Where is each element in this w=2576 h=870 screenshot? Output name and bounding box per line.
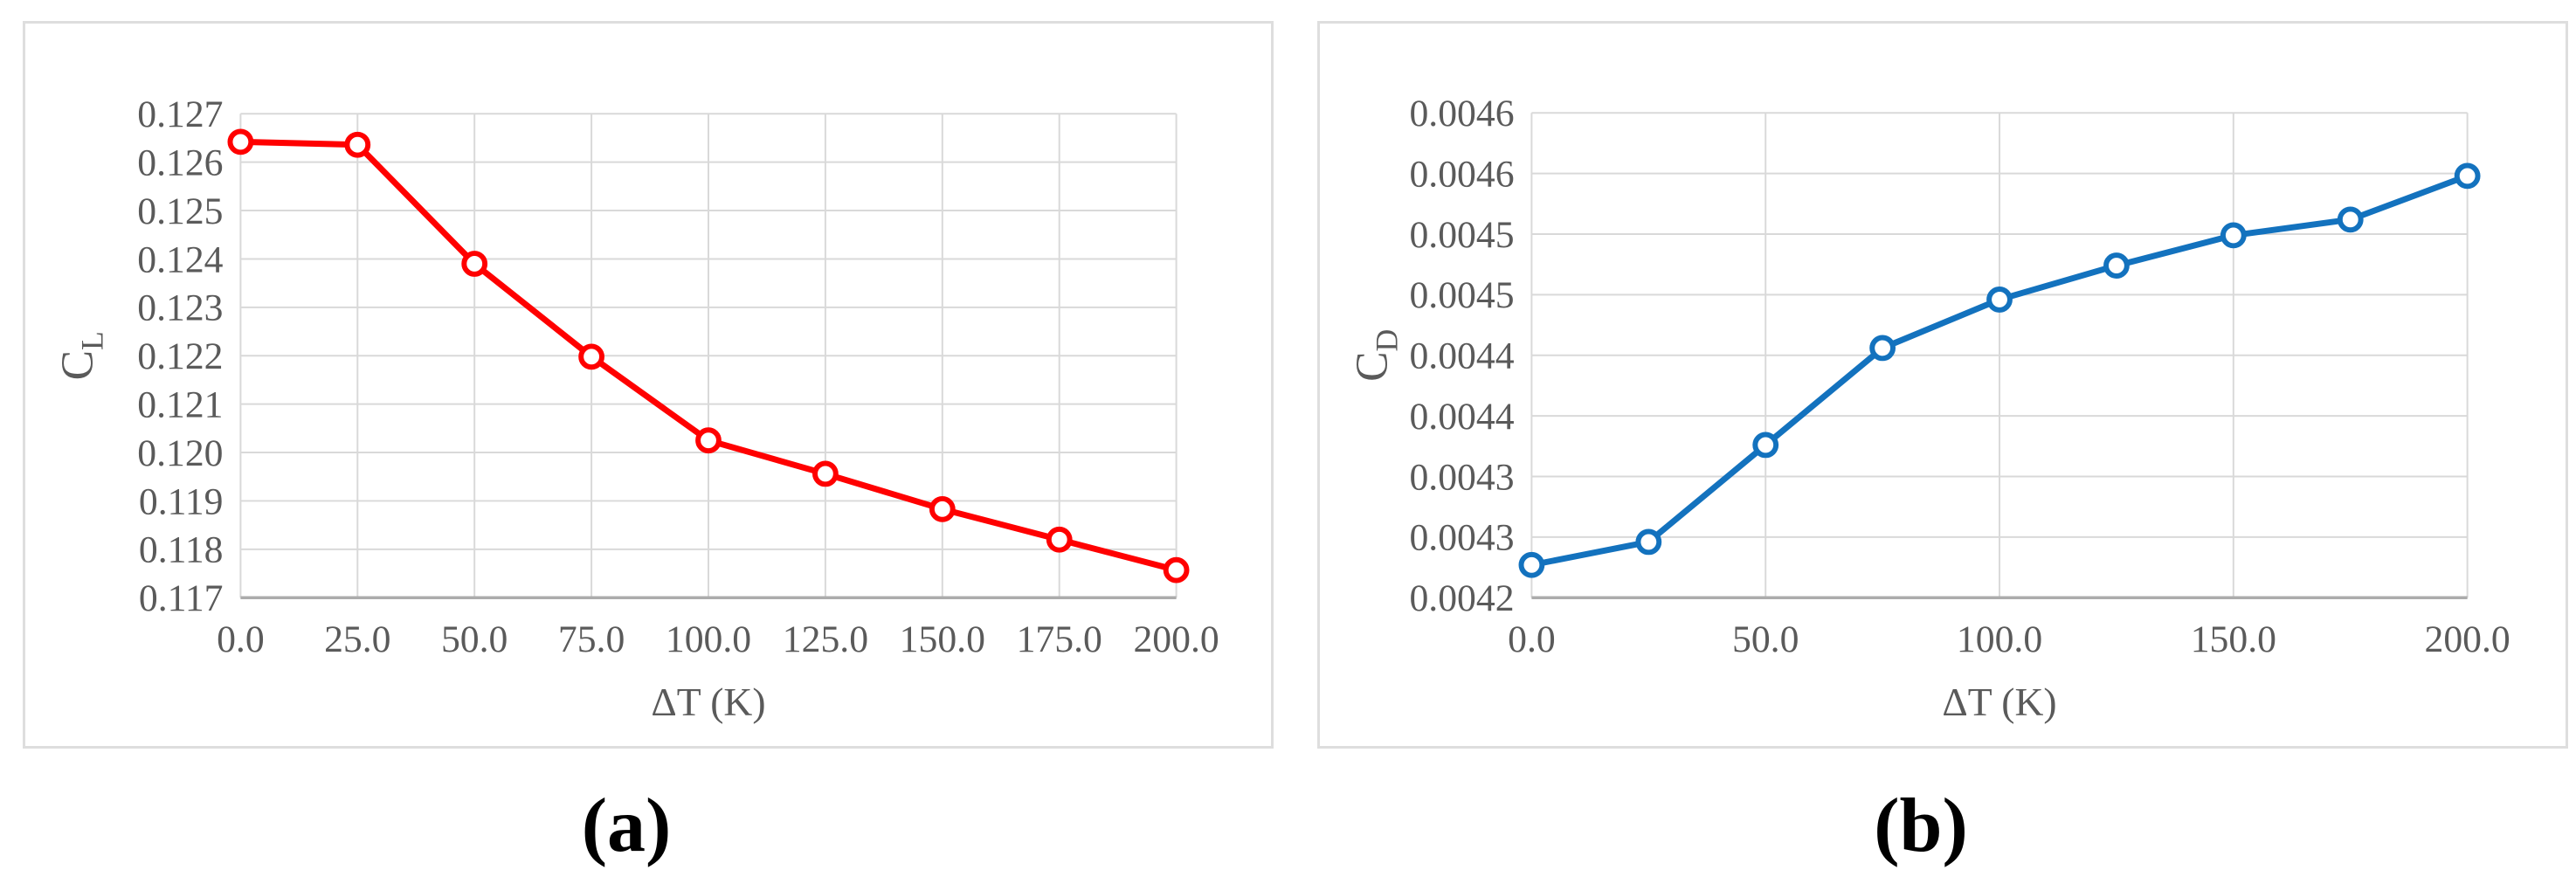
x-axis-title: ΔT (K) — [651, 680, 765, 724]
x-tick-label: 175.0 — [1017, 618, 1102, 660]
y-tick-labels: 0.0046 0.0046 0.0045 0.0045 0.0044 0.0044 0.00… — [1409, 93, 1514, 619]
y-tick-label: 0.0046 — [1409, 154, 1514, 196]
x-tick-label: 200.0 — [2425, 618, 2510, 660]
data-point-marker — [461, 251, 488, 277]
x-tick-labels: 0.0 25.0 50.0 75.0 100.0 125.0 150.0 175.0 200.0 — [217, 618, 1219, 660]
data-point-marker — [695, 427, 722, 454]
data-point-marker — [2454, 162, 2481, 190]
data-point-marker — [2337, 206, 2364, 233]
x-tick-label: 200.0 — [1133, 618, 1219, 660]
data-point-marker — [1869, 335, 1896, 362]
y-tick-label: 0.0044 — [1409, 396, 1514, 438]
y-axis-title: CD — [1348, 329, 1405, 382]
x-tick-label: 0.0 — [1508, 618, 1556, 660]
y-tick-label: 0.118 — [139, 529, 224, 571]
y-tick-label: 0.0043 — [1409, 517, 1514, 559]
y-tick-label: 0.0042 — [1409, 577, 1514, 619]
data-point-marker — [1986, 287, 2013, 313]
x-tick-label: 100.0 — [1957, 618, 2042, 660]
data-point-marker — [1635, 528, 1662, 556]
x-axis-title: ΔT (K) — [1942, 680, 2056, 724]
gridlines — [239, 113, 1178, 599]
y-tick-label: 0.121 — [137, 384, 223, 426]
data-point-marker — [227, 128, 254, 155]
data-point-marker — [929, 495, 956, 522]
x-tick-label: 150.0 — [2191, 618, 2276, 660]
caption-a: (a) — [581, 784, 672, 868]
data-point-marker — [2103, 252, 2130, 279]
y-tick-label: 0.122 — [137, 335, 223, 377]
y-tick-label: 0.125 — [137, 190, 223, 232]
data-point-marker — [1163, 556, 1190, 583]
data-point-marker — [1518, 551, 1545, 578]
x-tick-label: 50.0 — [441, 618, 508, 660]
x-tick-label: 25.0 — [324, 618, 390, 660]
y-tick-label: 0.126 — [137, 142, 223, 184]
chart-svg-a: 0.127 0.126 0.125 0.124 0.123 0.122 0.121 0.120… — [53, 93, 1219, 724]
data-point-marker — [578, 343, 604, 370]
data-point-marker — [812, 460, 839, 487]
x-tick-label: 0.0 — [217, 618, 265, 660]
chart-a-box: 0.127 0.126 0.125 0.124 0.123 0.122 0.121 0.120… — [23, 21, 1274, 749]
series-markers — [227, 128, 1190, 583]
caption-b: (b) — [1874, 784, 1968, 868]
chart-b-box: 0.0046 0.0046 0.0045 0.0045 0.0044 0.0044 0.00… — [1317, 21, 2568, 749]
y-tick-label: 0.123 — [137, 287, 223, 329]
series-markers — [1518, 162, 2481, 578]
y-tick-label: 0.0043 — [1409, 456, 1514, 498]
y-tick-label: 0.0046 — [1409, 93, 1514, 135]
y-tick-label: 0.0045 — [1409, 274, 1514, 316]
y-tick-label: 0.0045 — [1409, 214, 1514, 256]
x-tick-label: 150.0 — [900, 618, 985, 660]
data-point-marker — [2220, 222, 2247, 249]
y-tick-label: 0.0044 — [1409, 335, 1514, 377]
data-point-marker — [344, 131, 371, 158]
chart-svg-b: 0.00460.00460.00450.00450.00440.00440.00… — [1348, 93, 2510, 724]
x-tick-labels: 0.0 50.0 100.0 150.0 200.0 — [1508, 618, 2510, 660]
y-tick-label: 0.124 — [137, 238, 223, 280]
y-tick-label: 0.127 — [137, 93, 223, 135]
data-point-marker — [1046, 526, 1073, 553]
y-axis-title: CL — [53, 331, 110, 380]
y-tick-label: 0.119 — [139, 480, 224, 522]
x-tick-label: 50.0 — [1732, 618, 1799, 660]
x-tick-label: 75.0 — [558, 618, 625, 660]
x-tick-label: 100.0 — [666, 618, 751, 660]
x-tick-label: 125.0 — [783, 618, 868, 660]
y-tick-labels: 0.127 0.126 0.125 0.124 0.123 0.122 0.121 0.120… — [137, 93, 223, 619]
y-tick-label: 0.120 — [137, 432, 223, 474]
data-point-marker — [1752, 432, 1779, 459]
y-tick-label: 0.117 — [139, 577, 224, 619]
